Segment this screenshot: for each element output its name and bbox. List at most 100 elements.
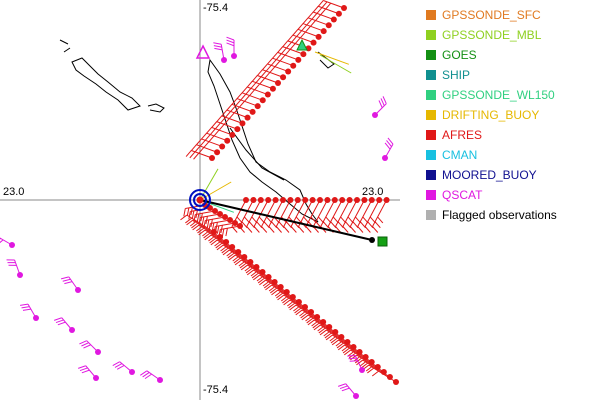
- legend-item-gpssonde-sfc[interactable]: GPSSONDE_SFC: [426, 6, 541, 24]
- coastline-island-3: [147, 103, 165, 113]
- legend-label: GOES: [442, 48, 477, 62]
- wind-barb-afres: [331, 339, 369, 360]
- legend-label: DRIFTING_BUOY: [442, 108, 540, 122]
- legend-item-goes[interactable]: GOES: [426, 46, 477, 64]
- wind-barb-afres: [198, 211, 223, 226]
- wind-barb-afres: [266, 57, 297, 69]
- legend-item-drifting-buoy[interactable]: DRIFTING_BUOY: [426, 106, 539, 124]
- wind-barb-afres: [307, 11, 337, 23]
- legend-label: QSCAT: [442, 188, 483, 202]
- legend-label: CMAN: [442, 148, 478, 162]
- legend-item-moored-buoy[interactable]: MOORED_BUOY: [426, 166, 537, 184]
- wind-barb-afres: [216, 115, 246, 127]
- legend-swatch: [426, 70, 436, 80]
- wind-barb-afres: [313, 324, 351, 345]
- wind-barb-afres: [349, 197, 368, 233]
- legend-label: Flagged observations: [442, 208, 557, 222]
- wind-barb-afres: [195, 138, 226, 150]
- storm-center-outer-ring: [189, 189, 211, 211]
- wind-barb-afres: [190, 144, 221, 156]
- qscat-observations: [0, 36, 394, 399]
- wind-barb-afres: [265, 284, 302, 305]
- legend-item-afres[interactable]: AFRES: [426, 126, 482, 144]
- legend-item-cman[interactable]: CMAN: [426, 146, 477, 164]
- gpssonde-triangle-marker[interactable]: [296, 38, 308, 51]
- legend-label: MOORED_BUOY: [442, 168, 537, 182]
- wind-barb-afres: [364, 197, 383, 233]
- legend-label: GPSSONDE_WL150: [442, 88, 555, 102]
- wind-barb-afres: [246, 80, 276, 92]
- wind-barb-qscat: [77, 365, 99, 381]
- axis-label-bottom: -75.4: [203, 384, 229, 396]
- wind-barb-afres: [277, 294, 315, 315]
- legend-label: AFRES: [442, 128, 483, 142]
- wind-barb-afres: [283, 299, 321, 320]
- wind-barb-afres: [362, 364, 399, 385]
- observation-map[interactable]: [0, 0, 400, 400]
- wind-barb-qscat: [139, 370, 163, 383]
- legend-swatch: [426, 190, 436, 200]
- legend-item-qscat[interactable]: QSCAT: [426, 186, 482, 204]
- wind-barb-afres: [272, 51, 302, 63]
- wind-barb-qscat: [372, 96, 387, 118]
- wind-barb-afres: [261, 63, 292, 75]
- wind-barb-afres: [251, 75, 281, 86]
- track-line: [199, 199, 373, 241]
- legend-item-gpssonde-wl150[interactable]: GPSSONDE_WL150: [426, 86, 555, 104]
- axis-label-top: -75.4: [203, 2, 229, 14]
- wind-barb-afres: [372, 197, 390, 233]
- wind-barb-qscat: [6, 259, 23, 278]
- wind-barb-afres: [297, 23, 327, 35]
- wind-barb-qscat: [337, 383, 359, 399]
- coastline-island-2: [59, 39, 71, 53]
- wind-barb-qscat: [213, 42, 227, 63]
- afres-observations: [180, 0, 399, 385]
- legend-item-ship[interactable]: SHIP: [426, 66, 470, 84]
- wind-barb-qscat: [0, 237, 15, 248]
- storm-center-marker[interactable]: [189, 189, 211, 211]
- wind-barb-afres: [234, 259, 272, 280]
- wind-barb-afres: [305, 197, 323, 233]
- axis-label-left: 23.0: [3, 186, 25, 198]
- wind-barb-afres: [317, 0, 347, 11]
- legend-item-gpssonde-mbl[interactable]: GPSSONDE_MBL: [426, 26, 541, 44]
- wind-barb-afres: [226, 103, 256, 115]
- legend-swatch: [426, 210, 436, 220]
- qscat-triangle-marker[interactable]: [195, 44, 211, 59]
- wind-barb-afres: [185, 150, 215, 161]
- legend-label: GPSSONDE_MBL: [442, 28, 542, 42]
- wind-barb-qscat: [226, 36, 237, 59]
- sonde-trace: [319, 54, 352, 74]
- wind-barb-afres: [335, 197, 353, 233]
- wind-barb-qscat: [347, 355, 365, 373]
- wind-barb-afres: [292, 28, 322, 40]
- wind-barb-qscat: [20, 303, 39, 321]
- wind-barb-qscat: [60, 276, 81, 293]
- coastline-segment: [229, 127, 285, 181]
- legend-swatch: [426, 10, 436, 20]
- track-point: [369, 237, 375, 243]
- sonde-trace: [314, 51, 349, 65]
- wind-barb-afres: [203, 214, 228, 229]
- axis-label-right: 23.0: [362, 186, 384, 198]
- wind-barb-qscat: [382, 137, 394, 161]
- goes-station-marker[interactable]: [377, 236, 388, 247]
- legend: GPSSONDE_SFC GPSSONDE_MBL GOES SHIP GPSSONDE…: [418, 0, 600, 400]
- wind-barb-afres: [231, 98, 261, 110]
- legend-swatch: [426, 150, 436, 160]
- wind-barb-afres: [256, 69, 287, 81]
- wind-barb-afres: [268, 197, 286, 233]
- station-markers: [195, 38, 388, 247]
- legend-swatch: [426, 50, 436, 60]
- wind-barb-qscat: [79, 340, 101, 355]
- storm-track: [199, 199, 375, 243]
- coastline-bay: [317, 51, 335, 69]
- storm-center-inner-ring: [193, 193, 207, 207]
- legend-item-flagged-observations[interactable]: Flagged observations: [426, 206, 557, 224]
- map-panel[interactable]: -75.4 -75.4 23.0 23.0: [0, 0, 400, 400]
- legend-label: GPSSONDE_SFC: [442, 8, 541, 22]
- wind-barb-qscat: [112, 361, 135, 375]
- wind-barb-afres: [218, 223, 243, 238]
- legend-swatch: [426, 110, 436, 120]
- wind-barb-afres: [193, 208, 218, 223]
